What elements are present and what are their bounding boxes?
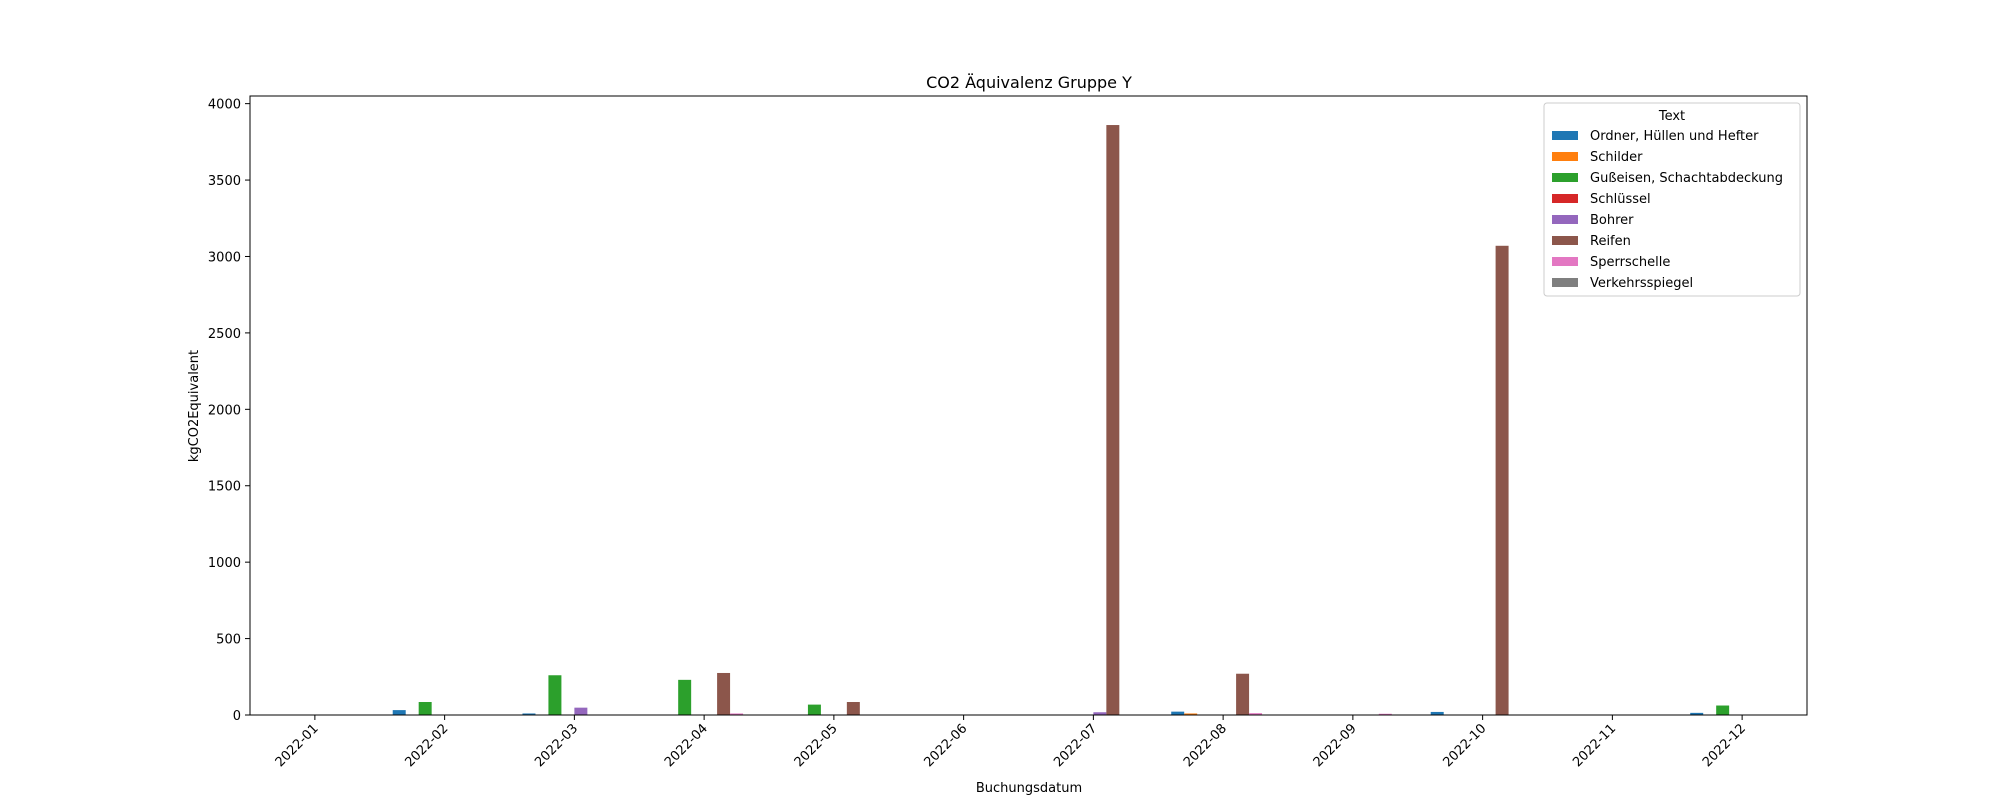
legend-label: Schilder — [1590, 150, 1643, 165]
y-axis-title: kgCO2Equivalent — [187, 350, 202, 462]
bar-sperrschelle-2022-09 — [1378, 713, 1392, 715]
legend: Text Ordner, Hüllen und Hefter Schilder Gu… — [1543, 102, 1801, 297]
legend-label: Verkehrsspiegel — [1590, 276, 1693, 291]
legend-swatch — [1552, 215, 1578, 224]
legend-swatch — [1552, 257, 1578, 266]
legend-swatch — [1552, 173, 1578, 182]
bar-gußeisen-schachtabdeckung-2022-03 — [548, 675, 562, 715]
bar-reifen-2022-08 — [1236, 673, 1250, 715]
bar-gußeisen-schachtabdeckung-2022-02 — [418, 702, 432, 715]
bar-gußeisen-schachtabdeckung-2022-12 — [1716, 705, 1730, 715]
legend-swatch — [1552, 236, 1578, 245]
x-tick-label: 2022-06 — [921, 721, 970, 770]
legend-swatch — [1552, 152, 1578, 161]
x-tick-label: 2022-05 — [792, 721, 841, 770]
bar-sperrschelle-2022-04 — [730, 713, 744, 715]
legend-label: Schlüssel — [1590, 192, 1651, 207]
y-tick-label: 0 — [233, 709, 241, 724]
bar-ordner-hüllen-und-hefter-2022-12 — [1690, 712, 1704, 715]
plot-frame — [249, 95, 1808, 716]
legend-label: Sperrschelle — [1590, 255, 1670, 270]
legend-box — [1543, 102, 1801, 297]
x-tick-label: 2022-10 — [1440, 721, 1489, 770]
bar-ordner-hüllen-und-hefter-2022-08 — [1171, 711, 1185, 715]
x-tick-label: 2022-02 — [402, 721, 451, 770]
bar-bohrer-2022-03 — [574, 707, 588, 715]
legend-swatch — [1552, 131, 1578, 140]
y-tick-label: 1500 — [208, 480, 241, 495]
legend-label: Reifen — [1590, 234, 1631, 249]
y-axis: 0 500 1000 1500 2000 2500 3000 3500 4000 — [208, 98, 250, 724]
legend-label: Bohrer — [1590, 213, 1634, 228]
bar-reifen-2022-05 — [846, 702, 860, 715]
x-tick-label: 2022-04 — [662, 721, 711, 770]
x-tick-label: 2022-12 — [1700, 721, 1749, 770]
bar-sperrschelle-2022-08 — [1249, 713, 1263, 715]
bars-layer — [392, 125, 1730, 716]
bar-reifen-2022-07 — [1106, 125, 1120, 716]
y-tick-label: 2000 — [208, 403, 241, 418]
bar-schilder-2022-08 — [1184, 713, 1198, 715]
bar-reifen-2022-04 — [717, 672, 731, 715]
bar-ordner-hüllen-und-hefter-2022-02 — [392, 710, 406, 715]
bar-ordner-hüllen-und-hefter-2022-10 — [1430, 711, 1444, 715]
chart-title: CO2 Äquivalenz Gruppe Y — [926, 73, 1132, 92]
x-tick-label: 2022-09 — [1311, 721, 1360, 770]
y-tick-label: 4000 — [208, 98, 241, 113]
x-tick-label: 2022-03 — [532, 721, 581, 770]
legend-title: Text — [1658, 109, 1685, 124]
bar-gußeisen-schachtabdeckung-2022-04 — [678, 679, 692, 715]
x-tick-label: 2022-11 — [1570, 721, 1619, 770]
y-tick-label: 500 — [216, 633, 241, 648]
x-tick-label: 2022-08 — [1181, 721, 1230, 770]
legend-swatch — [1552, 194, 1578, 203]
bar-reifen-2022-10 — [1495, 245, 1509, 715]
legend-swatch — [1552, 278, 1578, 287]
x-tick-label: 2022-07 — [1051, 721, 1100, 770]
legend-items: Ordner, Hüllen und Hefter Schilder Gußeise… — [1552, 129, 1783, 291]
y-tick-label: 2500 — [208, 327, 241, 342]
y-tick-label: 3000 — [208, 250, 241, 265]
bar-bohrer-2022-07 — [1093, 712, 1107, 715]
legend-label: Gußeisen, Schachtabdeckung — [1590, 171, 1783, 186]
x-tick-label: 2022-01 — [273, 721, 322, 770]
bar-gußeisen-schachtabdeckung-2022-05 — [807, 704, 821, 715]
legend-label: Ordner, Hüllen und Hefter — [1590, 129, 1759, 144]
x-axis: 2022-01 2022-02 2022-03 2022-04 2022-05 2022-… — [273, 715, 1749, 770]
x-axis-title: Buchungsdatum — [976, 781, 1082, 796]
y-tick-label: 3500 — [208, 174, 241, 189]
y-tick-label: 1000 — [208, 556, 241, 571]
bar-ordner-hüllen-und-hefter-2022-03 — [522, 713, 536, 715]
